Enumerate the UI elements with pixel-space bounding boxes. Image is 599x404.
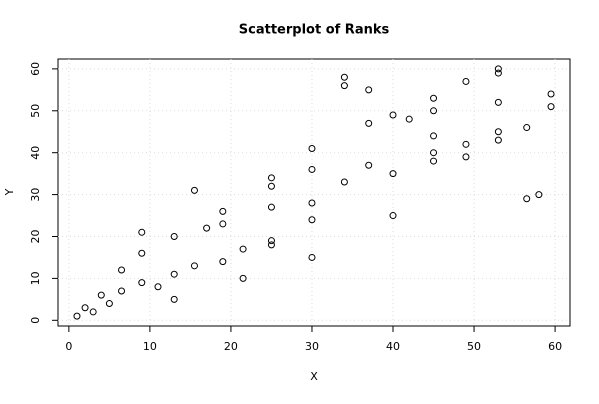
point xyxy=(462,153,470,161)
point xyxy=(494,65,502,73)
point xyxy=(190,262,198,270)
point xyxy=(219,207,227,215)
point xyxy=(430,149,438,157)
point xyxy=(462,77,470,85)
point xyxy=(170,232,178,240)
point xyxy=(308,145,316,153)
point xyxy=(340,73,348,81)
point xyxy=(389,170,397,178)
y-tick-label: 60 xyxy=(29,62,42,76)
point xyxy=(105,300,113,308)
point xyxy=(389,212,397,220)
point xyxy=(494,98,502,106)
point xyxy=(267,203,275,211)
point xyxy=(118,266,126,274)
point xyxy=(462,140,470,148)
point xyxy=(203,224,211,232)
plot-frame xyxy=(57,58,571,327)
point xyxy=(219,258,227,266)
point xyxy=(547,90,555,98)
point xyxy=(73,312,81,320)
point xyxy=(494,128,502,136)
point xyxy=(308,199,316,207)
point xyxy=(170,270,178,278)
x-axis-label: X xyxy=(310,370,318,383)
x-tick-label: 50 xyxy=(467,340,481,353)
y-axis-label: Y xyxy=(3,188,16,196)
x-tick-label: 60 xyxy=(548,340,562,353)
point xyxy=(430,94,438,102)
chart-title: Scatterplot of Ranks xyxy=(239,23,390,38)
point xyxy=(365,86,373,94)
y-tick-label: 30 xyxy=(29,188,42,202)
point xyxy=(365,119,373,127)
point xyxy=(308,253,316,261)
point xyxy=(365,161,373,169)
point xyxy=(340,178,348,186)
point xyxy=(267,241,275,249)
point xyxy=(239,245,247,253)
point xyxy=(97,291,105,299)
point xyxy=(239,274,247,282)
point xyxy=(190,186,198,194)
x-tick-label: 40 xyxy=(386,340,400,353)
point xyxy=(267,237,275,245)
point xyxy=(138,228,146,236)
y-tick-label: 40 xyxy=(29,146,42,160)
point xyxy=(267,182,275,190)
point xyxy=(219,220,227,228)
y-tick-label: 20 xyxy=(29,229,42,243)
point xyxy=(340,82,348,90)
point xyxy=(523,195,531,203)
point xyxy=(308,216,316,224)
y-tick-label: 0 xyxy=(29,317,42,324)
x-tick-label: 30 xyxy=(305,340,319,353)
point xyxy=(494,136,502,144)
point xyxy=(430,157,438,165)
point xyxy=(535,191,543,199)
point xyxy=(138,279,146,287)
point xyxy=(118,287,126,295)
point xyxy=(308,165,316,173)
point xyxy=(81,304,89,312)
point xyxy=(430,132,438,140)
point xyxy=(138,249,146,257)
point xyxy=(547,103,555,111)
point xyxy=(523,124,531,132)
point xyxy=(494,69,502,77)
point xyxy=(389,111,397,119)
y-tick-label: 50 xyxy=(29,104,42,118)
x-tick-label: 20 xyxy=(224,340,238,353)
point xyxy=(170,295,178,303)
point xyxy=(267,174,275,182)
x-tick-label: 10 xyxy=(143,340,157,353)
point xyxy=(405,115,413,123)
point xyxy=(430,107,438,115)
x-tick-label: 0 xyxy=(65,340,72,353)
y-tick-label: 10 xyxy=(29,271,42,285)
point xyxy=(89,308,97,316)
point xyxy=(154,283,162,291)
